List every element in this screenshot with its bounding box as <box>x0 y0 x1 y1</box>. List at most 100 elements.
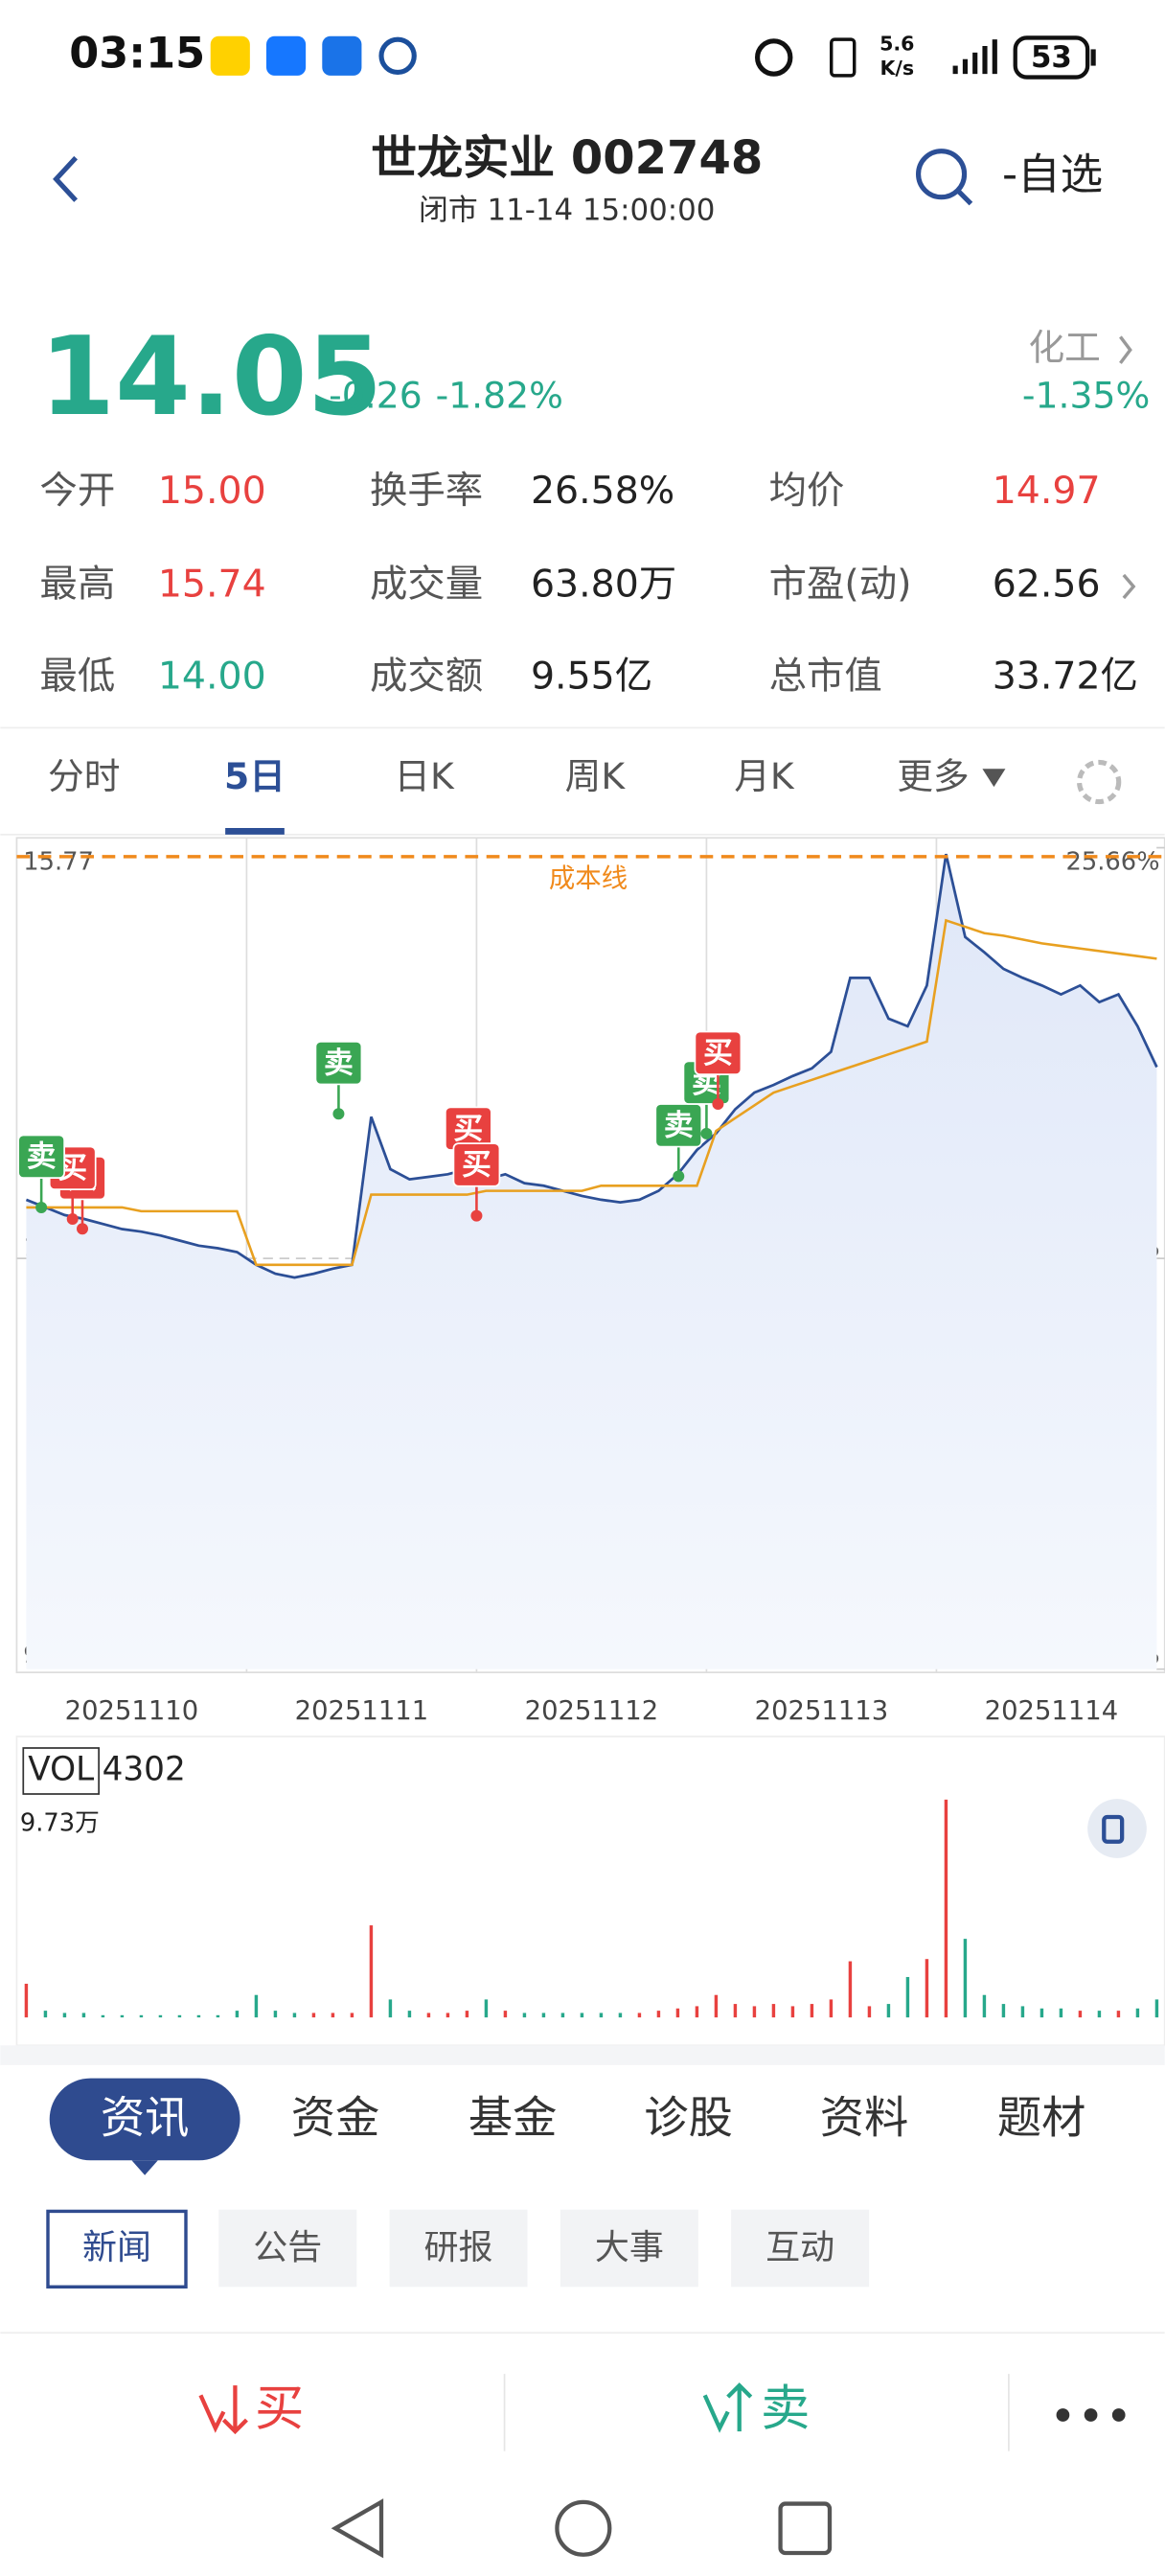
info-tab[interactable]: 基金 <box>468 2092 558 2144</box>
volume-bar <box>139 2014 144 2018</box>
volume-bar <box>196 2014 201 2018</box>
stat-value: 15.00 <box>158 469 266 513</box>
volume-bar <box>43 2011 48 2018</box>
volume-bar <box>752 2006 757 2018</box>
x-tick-label: 20251113 <box>755 1696 889 1726</box>
tab-pointer <box>131 2160 158 2175</box>
x-tick-label: 20251110 <box>65 1696 199 1726</box>
y-tick-label: 15.77 <box>23 847 94 876</box>
app-icon <box>322 35 362 76</box>
chart-tab[interactable]: 周K <box>565 755 627 797</box>
vol-value: 4302 <box>103 1750 186 1788</box>
chart-tab[interactable]: 月K <box>734 755 795 797</box>
volume-bar <box>1135 2008 1140 2018</box>
sub-tab[interactable]: 互动 <box>765 2228 834 2267</box>
volume-bar <box>982 1994 987 2018</box>
dropdown-arrow <box>982 769 1006 788</box>
x-tick-label: 20251111 <box>295 1696 428 1726</box>
change: -0.26 <box>329 374 423 416</box>
volume-bar <box>81 2012 86 2018</box>
more-button[interactable] <box>1056 2408 1126 2422</box>
volume-bar <box>771 2004 776 2018</box>
watch-button[interactable]: -自选 <box>1002 150 1103 199</box>
battery-tip <box>1090 49 1096 66</box>
chart-tab[interactable]: 更多 <box>897 755 969 797</box>
trade-marker <box>17 1134 66 1179</box>
stat-label: 成交额 <box>370 655 483 699</box>
marker-dot <box>712 1098 724 1110</box>
nav-recent[interactable] <box>778 2501 833 2556</box>
volume-bar <box>369 1925 374 2018</box>
settings-button[interactable] <box>1077 759 1122 805</box>
sub-tab[interactable]: 大事 <box>595 2228 664 2267</box>
alarm-icon <box>755 38 793 77</box>
marker-dot <box>35 1202 48 1213</box>
trade-marker <box>314 1041 363 1086</box>
buy-icon <box>198 2394 226 2433</box>
price: 14.05 <box>39 313 382 440</box>
volume-bar <box>292 2012 297 2018</box>
sell-button[interactable]: 卖 <box>761 2380 810 2438</box>
vol-label: VOL <box>28 1750 94 1788</box>
nav-back[interactable] <box>331 2498 384 2559</box>
trade-marker-label: 买 <box>462 1148 491 1183</box>
chart-tab[interactable]: 日K <box>394 755 455 797</box>
stat-label: 成交量 <box>370 563 483 607</box>
volume-bar <box>618 2012 623 2018</box>
info-tab[interactable]: 诊股 <box>644 2092 733 2144</box>
stat-label: 均价 <box>769 469 845 513</box>
volume-bar <box>848 1961 853 2018</box>
cost-line-label: 成本线 <box>549 863 628 893</box>
stat-label: 最高 <box>39 563 115 607</box>
app-icon <box>266 35 307 76</box>
stat-label: 总市值 <box>769 655 882 699</box>
info-tab[interactable]: 资金 <box>291 2092 380 2144</box>
volume-bar <box>235 2011 240 2018</box>
volume-bar <box>886 2004 891 2018</box>
volume-bar <box>407 2011 412 2018</box>
stat-value: 15.74 <box>158 563 266 607</box>
sector: 化工 <box>1028 327 1100 369</box>
chart-tab[interactable]: 5日 <box>224 755 286 797</box>
volume-bar <box>963 1939 968 2018</box>
volume-bar <box>695 2006 699 2018</box>
volume-bar <box>62 2012 67 2018</box>
sub-tab[interactable]: 新闻 <box>82 2228 151 2267</box>
marker-dot <box>673 1170 685 1183</box>
volume-bar <box>1097 2011 1102 2018</box>
sub-tab-box <box>560 2209 698 2288</box>
sell-icon <box>702 2394 730 2433</box>
band <box>0 2045 1165 2065</box>
search-button[interactable] <box>916 149 968 200</box>
stat-label: 换手率 <box>370 469 483 513</box>
buy-button[interactable]: 买 <box>255 2380 304 2438</box>
volume-bar <box>158 2014 163 2018</box>
volume-bar <box>101 2014 105 2018</box>
vibrate-icon <box>830 37 857 78</box>
rotate-button[interactable] <box>1087 1799 1147 1858</box>
x-tick-label: 20251114 <box>985 1696 1119 1726</box>
volume-bar <box>1039 2008 1044 2018</box>
info-tab[interactable]: 资料 <box>820 2092 909 2144</box>
sub-tab[interactable]: 研报 <box>424 2228 493 2267</box>
average-line <box>26 918 1157 1267</box>
vol-box <box>22 1747 101 1795</box>
stat-value: 63.80万 <box>531 563 676 607</box>
volume-bar <box>905 1976 910 2018</box>
app-icon <box>378 36 417 75</box>
volume-bar <box>1001 2004 1006 2018</box>
back-button[interactable] <box>53 155 79 202</box>
volume-bar <box>273 2011 278 2018</box>
chart-tab[interactable]: 分时 <box>48 755 120 797</box>
title: 世龙实业 002748 <box>371 131 763 185</box>
volume-bar <box>177 2014 182 2018</box>
stat-value: 26.58% <box>531 469 674 513</box>
nav-home[interactable] <box>555 2499 612 2557</box>
info-tab[interactable]: 资讯 <box>101 2092 190 2144</box>
sub-tab[interactable]: 公告 <box>253 2228 322 2267</box>
info-tab[interactable]: 题材 <box>997 2092 1086 2144</box>
stat-value: 9.55亿 <box>531 655 652 699</box>
tab-pill <box>49 2078 240 2161</box>
price-line <box>25 853 1158 1279</box>
stat-label: 最低 <box>39 655 115 699</box>
